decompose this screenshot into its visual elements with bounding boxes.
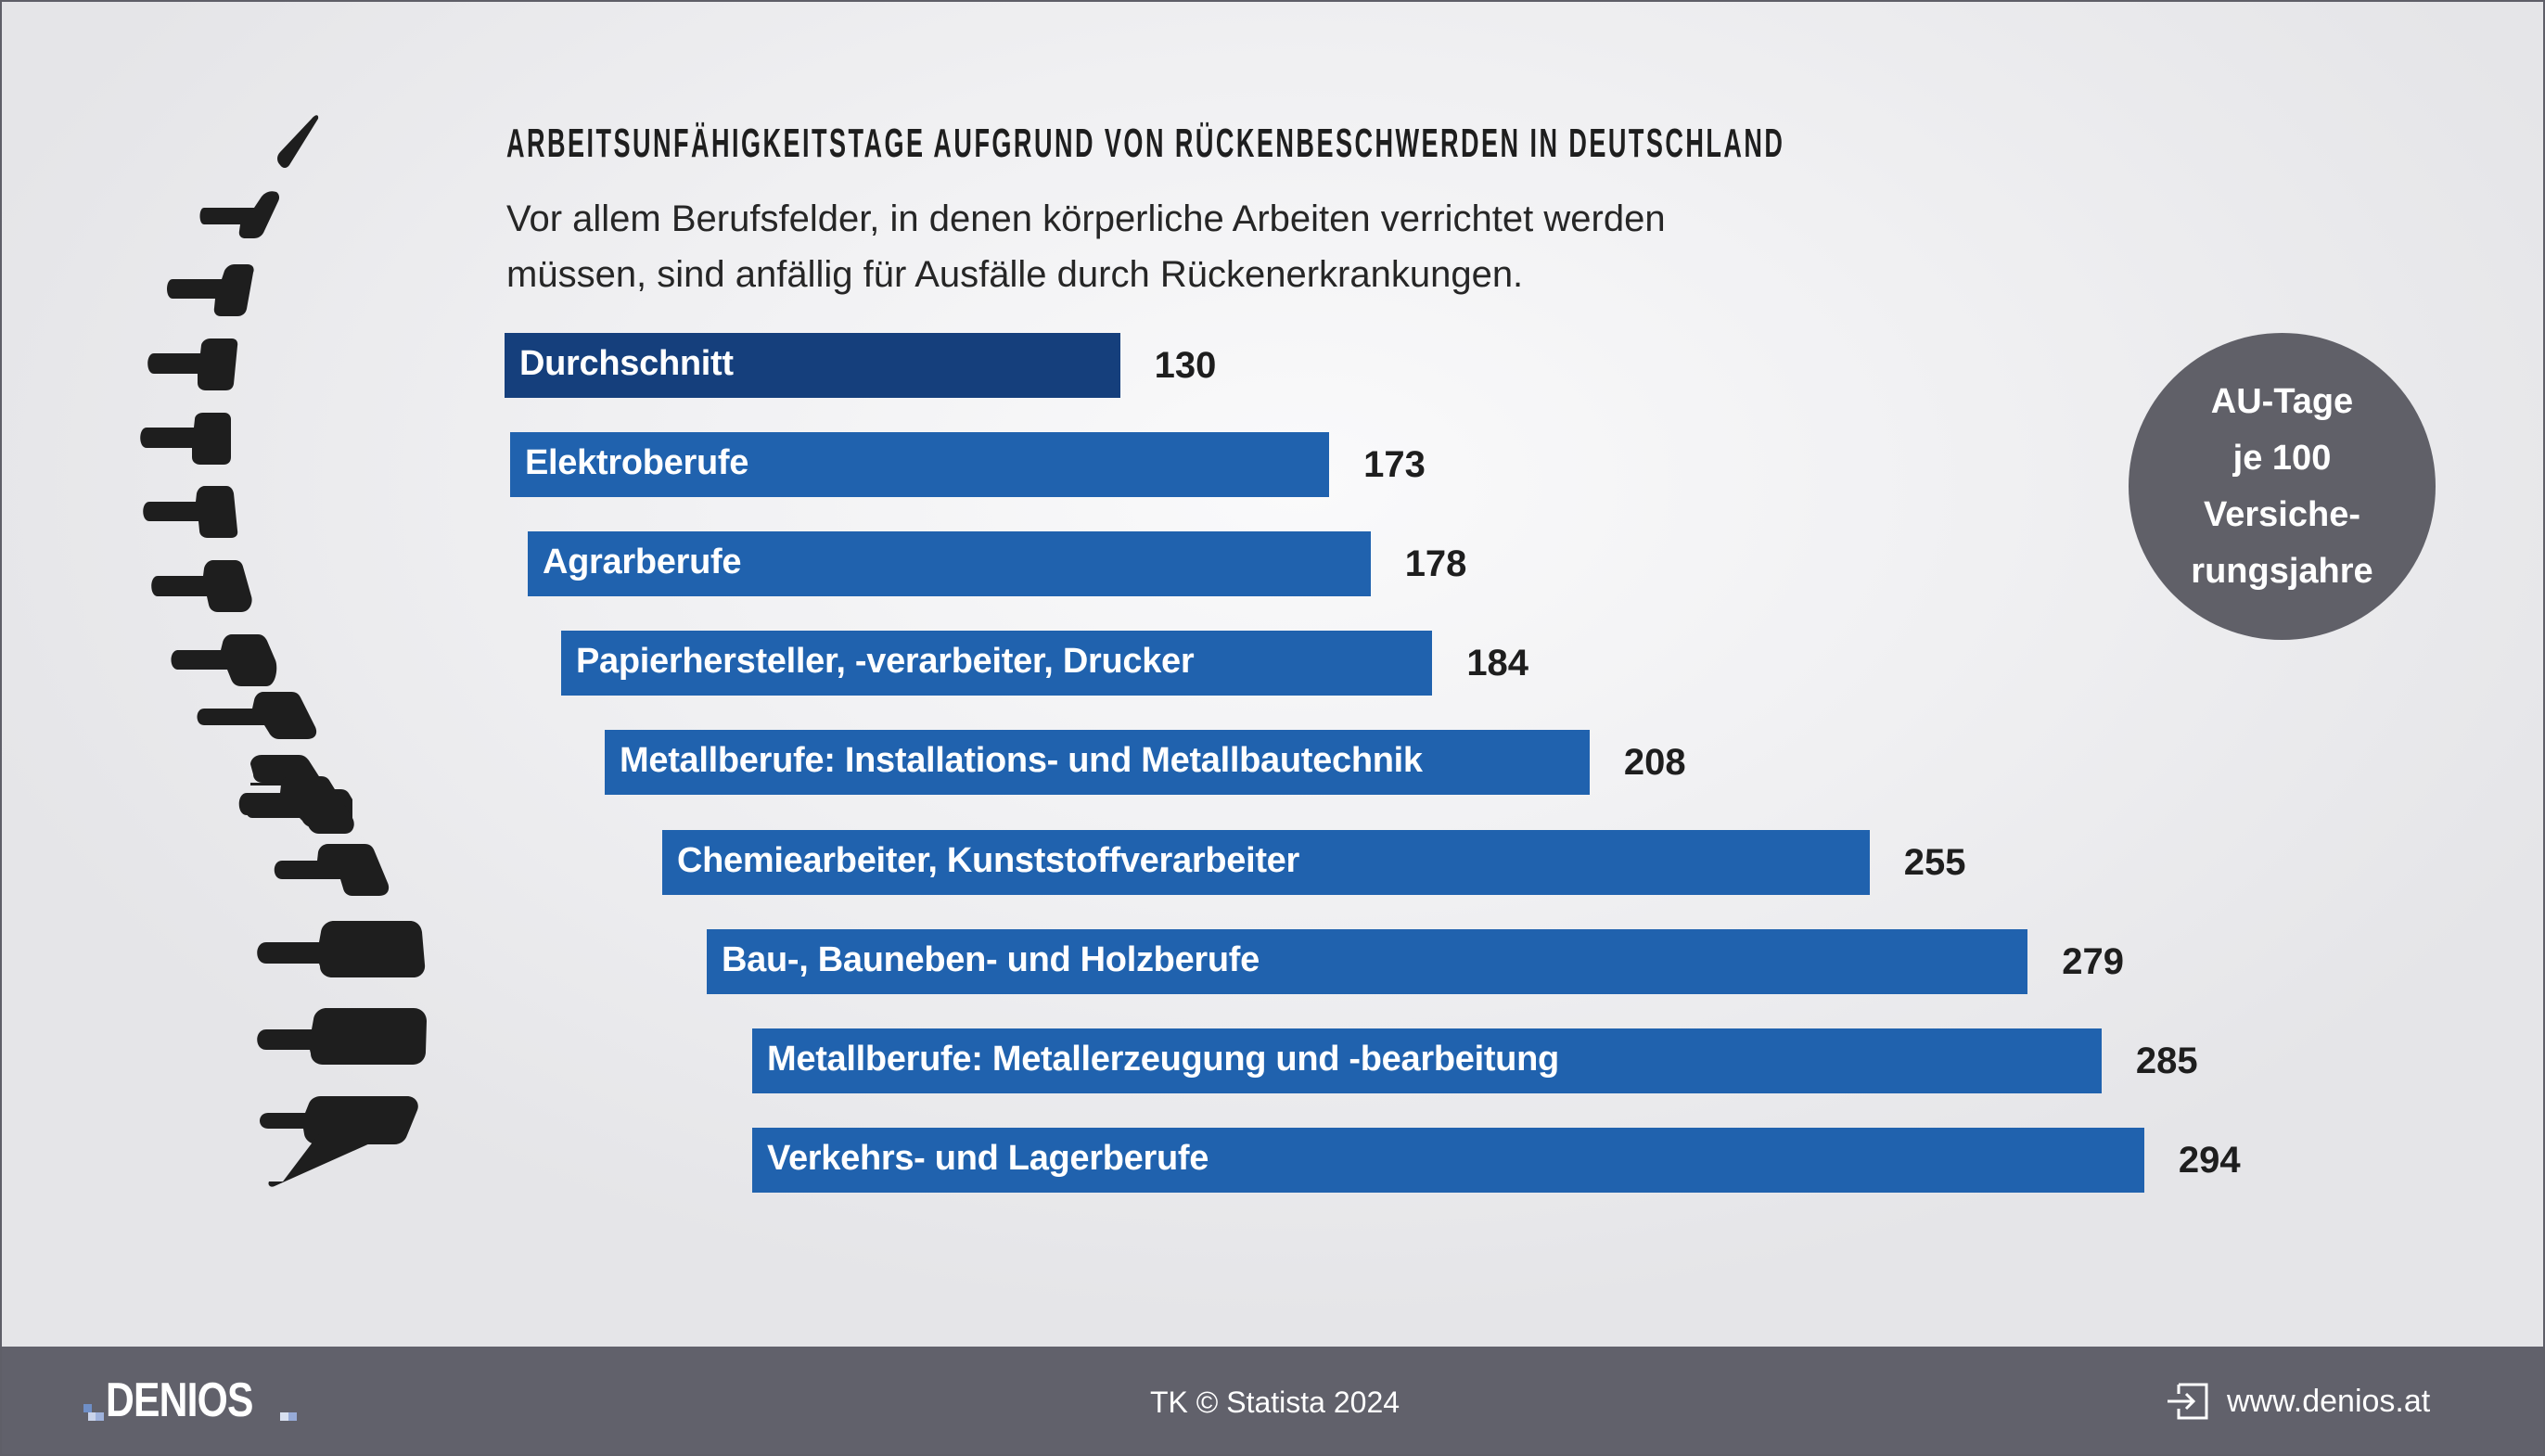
website-link[interactable]: www.denios.at (2168, 1380, 2430, 1423)
bar-value-label: 255 (1903, 841, 1966, 883)
unit-badge-line-3: Versiche- (2204, 494, 2360, 534)
spine-vertebra-6 (143, 486, 238, 538)
bar: Metallberufe: Metallerzeugung und -bearb… (752, 1028, 2102, 1093)
spine-vertebra-8 (171, 634, 277, 686)
bar-label: Bau-, Bauneben- und Holzberufe (722, 939, 1260, 979)
spine-sacrum (268, 1133, 376, 1187)
bar: Elektroberufe (510, 432, 1330, 498)
bar: Agrarberufe (528, 531, 1371, 597)
bar-value-label: 130 (1154, 345, 1217, 386)
unit-badge-line-1: AU-Tage (2210, 381, 2354, 421)
unit-badge-line-4: rungsjahre (2191, 551, 2373, 591)
footer: DENIOS TK © Statista 2024 www.denios.at (2, 1347, 2543, 1454)
logo-square (288, 1412, 297, 1421)
spine-vertebra-10b (238, 776, 354, 834)
bar-label: Metallberufe: Metallerzeugung und -bearb… (767, 1039, 1559, 1079)
spine-vertebra-9b (197, 692, 317, 739)
bar: Bau-, Bauneben- und Holzberufe (707, 928, 2028, 994)
external-link-icon (2168, 1383, 2208, 1420)
bar-value-label: 184 (1466, 643, 1529, 684)
unit-badge-line-2: je 100 (2232, 438, 2332, 478)
bar-value-label: 173 (1363, 444, 1426, 486)
bar: Verkehrs- und Lagerberufe (752, 1127, 2144, 1193)
spine-vertebra-12 (257, 921, 426, 977)
spine-vertebra-14 (260, 1096, 418, 1144)
bar-label: Durchschnitt (519, 344, 734, 383)
bar-value-label: 208 (1623, 742, 1686, 784)
bar: Papierhersteller, -verarbeiter, Drucker (561, 631, 1433, 696)
bar-average: Durchschnitt (505, 333, 1120, 398)
bar-label: Elektroberufe (525, 443, 749, 483)
bar-value-label: 178 (1404, 543, 1467, 585)
spine-vertebra-2 (199, 191, 280, 238)
spine-vertebra-5 (140, 413, 231, 465)
spine-vertebra-11b (274, 844, 390, 896)
chart-title: ARBEITSUNFÄHIGKEITSTAGE AUFGRUND VON RÜC… (506, 121, 1785, 166)
website-url: www.denios.at (2227, 1383, 2431, 1419)
spine-vertebra-1 (277, 115, 319, 168)
logo-square (83, 1404, 92, 1412)
bar-label: Verkehrs- und Lagerberufe (767, 1138, 1209, 1178)
bar-label: Agrarberufe (543, 543, 742, 582)
subtitle-line-2: müssen, sind anfällig für Ausfälle durch… (506, 254, 1524, 295)
source-credit: TK © Statista 2024 (1150, 1386, 1400, 1419)
bar: Metallberufe: Installations- und Metallb… (605, 730, 1590, 796)
bar-value-label: 285 (2135, 1040, 2198, 1081)
spine-vertebra-3 (167, 264, 254, 316)
bar-label: Metallberufe: Installations- und Metallb… (620, 741, 1423, 781)
logo-text: DENIOS (106, 1373, 253, 1427)
spine-illustration-icon (140, 115, 427, 1187)
bar-label: Papierhersteller, -verarbeiter, Drucker (576, 642, 1195, 682)
bar: Chemiearbeiter, Kunststoffverarbeiter (662, 829, 1870, 895)
logo-square (280, 1412, 288, 1421)
unit-badge: AU-Tage je 100 Versiche- rungsjahre (2129, 333, 2436, 640)
bar-value-label: 279 (2062, 940, 2125, 982)
logo-square (88, 1412, 96, 1421)
subtitle-line-1: Vor allem Berufsfelder, in denen körperl… (506, 198, 1666, 239)
chart-subtitle: Vor allem Berufsfelder, in denen körperl… (506, 191, 1805, 302)
logo-square (96, 1412, 104, 1421)
spine-vertebra-7 (151, 560, 252, 612)
spine-vertebra-4 (147, 338, 238, 390)
bar-value-label: 294 (2178, 1139, 2241, 1181)
denios-logo[interactable]: DENIOS (83, 1374, 306, 1426)
spine-vertebra-13 (257, 1008, 427, 1065)
bar-label: Chemiearbeiter, Kunststoffverarbeiter (677, 840, 1300, 880)
